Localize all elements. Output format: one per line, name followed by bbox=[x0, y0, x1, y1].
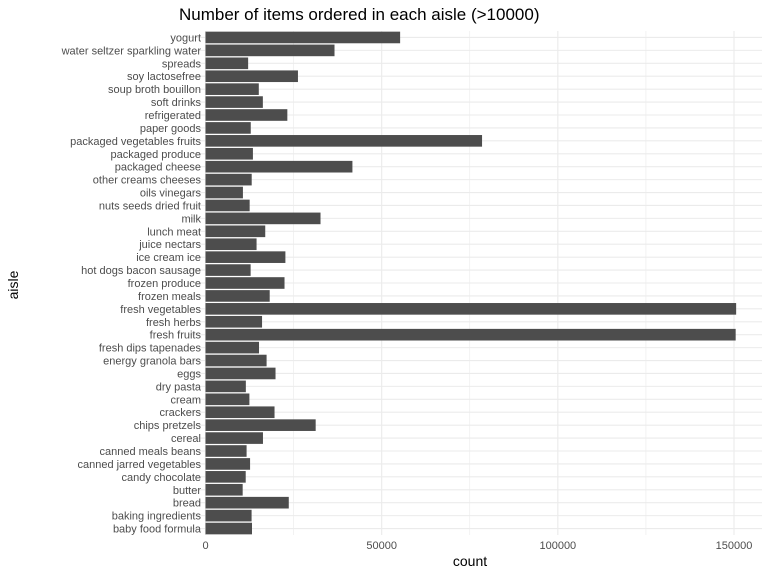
bar-cream bbox=[205, 393, 250, 406]
y-axis-title: aisle bbox=[5, 270, 21, 299]
y-tick-label: baby food formula bbox=[113, 524, 202, 536]
x-tick-labels: 0 50000 100000 150000 bbox=[202, 540, 752, 552]
bar-fresh-vegetables bbox=[205, 303, 737, 315]
y-tick-label: hot dogs bacon sausage bbox=[81, 265, 201, 277]
y-tick-label: other creams cheeses bbox=[93, 175, 202, 187]
bar-lunch-meat bbox=[205, 225, 266, 238]
y-tick-label: refrigerated bbox=[145, 110, 201, 122]
bar-other-creams-cheeses bbox=[205, 173, 252, 186]
y-tick-label: packaged produce bbox=[110, 149, 201, 161]
bar-frozen-meals bbox=[205, 290, 270, 302]
y-tick-label: yogurt bbox=[170, 32, 201, 44]
y-tick-label: crackers bbox=[159, 407, 201, 419]
bar-packaged-produce bbox=[205, 147, 253, 160]
y-tick-label: spreads bbox=[162, 58, 202, 70]
y-tick-label: packaged vegetables fruits bbox=[70, 136, 201, 148]
y-tick-label: soft drinks bbox=[151, 97, 202, 109]
y-tick-label: cereal bbox=[171, 433, 201, 445]
y-tick-label: milk bbox=[181, 213, 201, 225]
bar-fresh-herbs bbox=[205, 315, 263, 328]
bar-packaged-cheese bbox=[205, 160, 353, 173]
bar-canned-jarred-vegetables bbox=[205, 458, 251, 470]
x-tick-label: 50000 bbox=[366, 540, 397, 552]
bar-frozen-produce bbox=[205, 277, 285, 289]
bar-fresh-dips-tapenades bbox=[205, 341, 260, 354]
y-tick-label: fresh vegetables bbox=[120, 304, 201, 316]
bar-nuts-seeds-dried-fruit bbox=[205, 199, 250, 212]
bar-butter bbox=[205, 483, 243, 496]
y-tick-label: ice cream ice bbox=[136, 252, 201, 264]
chart-title: Number of items ordered in each aisle (>… bbox=[179, 5, 540, 24]
y-tick-label: energy granola bars bbox=[103, 356, 201, 368]
bar-baby-food-formula bbox=[205, 522, 253, 535]
y-tick-label: chips pretzels bbox=[134, 420, 202, 432]
bar-fresh-fruits bbox=[205, 328, 736, 341]
y-tick-label: water seltzer sparkling water bbox=[61, 45, 202, 57]
y-tick-label: canned jarred vegetables bbox=[77, 459, 201, 471]
y-tick-label: frozen meals bbox=[138, 291, 201, 303]
y-tick-label: dry pasta bbox=[156, 381, 202, 393]
bar-yogurt bbox=[205, 31, 401, 44]
bar-chips-pretzels bbox=[205, 419, 316, 431]
bar-dry-pasta bbox=[205, 380, 246, 393]
y-tick-label: lunch meat bbox=[147, 226, 201, 238]
bar-hot-dogs-bacon-sausage bbox=[205, 264, 251, 276]
bar-spreads bbox=[205, 57, 249, 70]
bar-energy-granola-bars bbox=[205, 354, 267, 367]
y-tick-label: cream bbox=[170, 394, 201, 406]
bar-water-seltzer-sparkling-water bbox=[205, 44, 335, 57]
bar-canned-meals-beans bbox=[205, 445, 247, 457]
x-axis-title: count bbox=[453, 553, 487, 569]
bar-paper-goods bbox=[205, 122, 251, 134]
x-tick-label: 0 bbox=[202, 540, 208, 552]
y-tick-label: soup broth bouillon bbox=[108, 84, 201, 96]
bar-milk bbox=[205, 212, 321, 225]
y-tick-label: packaged cheese bbox=[115, 162, 201, 174]
y-tick-label: baking ingredients bbox=[112, 511, 202, 523]
y-tick-label: frozen produce bbox=[128, 278, 201, 290]
bar-soup-broth-bouillon bbox=[205, 83, 259, 95]
bar-soft-drinks bbox=[205, 96, 263, 108]
y-tick-label: fresh fruits bbox=[150, 330, 202, 342]
bar-soy-lactosefree bbox=[205, 70, 298, 83]
y-tick-label: fresh dips tapenades bbox=[99, 343, 202, 355]
bar-candy-chocolate bbox=[205, 471, 246, 483]
bars-layer bbox=[205, 31, 737, 535]
y-tick-label: nuts seeds dried fruit bbox=[99, 200, 201, 212]
bar-crackers bbox=[205, 406, 275, 419]
bar-oils-vinegars bbox=[205, 186, 243, 199]
y-tick-label: fresh herbs bbox=[146, 317, 202, 329]
y-tick-label: candy chocolate bbox=[122, 472, 202, 484]
y-tick-label: paper goods bbox=[140, 123, 202, 135]
bar-ice-cream-ice bbox=[205, 251, 286, 263]
y-tick-label: soy lactosefree bbox=[127, 71, 201, 83]
bar-bread bbox=[205, 496, 289, 509]
bar-eggs bbox=[205, 367, 276, 380]
y-tick-label: juice nectars bbox=[138, 239, 201, 251]
y-tick-label: butter bbox=[173, 485, 201, 497]
bar-baking-ingredients bbox=[205, 509, 252, 522]
bar-packaged-vegetables-fruits bbox=[205, 135, 483, 147]
y-tick-label: bread bbox=[173, 498, 201, 510]
x-tick-label: 150000 bbox=[716, 540, 753, 552]
bar-refrigerated bbox=[205, 109, 288, 121]
bar-juice-nectars bbox=[205, 238, 257, 251]
x-tick-label: 100000 bbox=[539, 540, 576, 552]
bar-cereal bbox=[205, 432, 263, 444]
y-tick-label: canned meals beans bbox=[99, 446, 201, 458]
y-tick-label: oils vinegars bbox=[140, 188, 202, 200]
y-tick-label: eggs bbox=[177, 368, 201, 380]
grid-layer bbox=[188, 31, 762, 535]
